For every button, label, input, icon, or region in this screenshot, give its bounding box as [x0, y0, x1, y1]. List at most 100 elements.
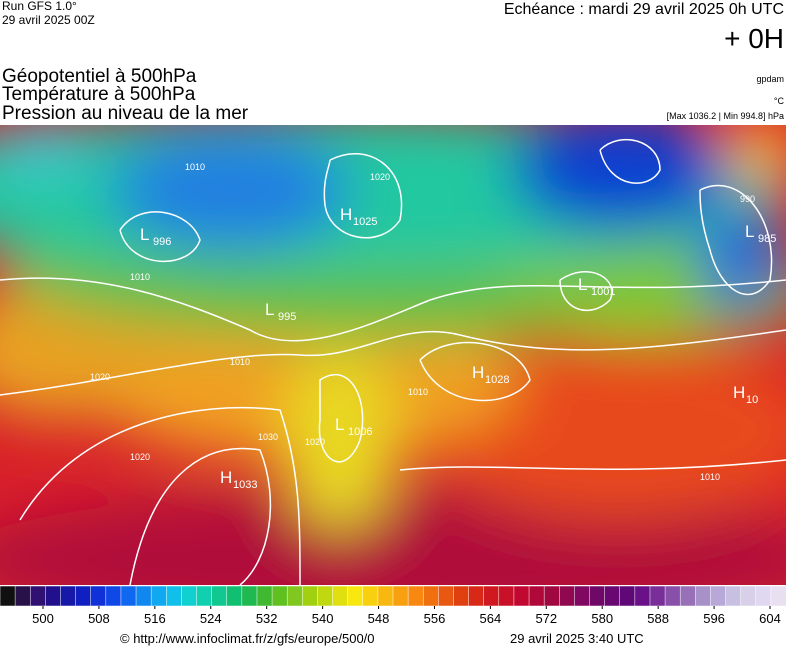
- pressure-center: H 1033: [220, 468, 257, 491]
- pressure-center: L 1006: [335, 415, 372, 438]
- colorbar-swatch: [362, 585, 379, 607]
- colorbar-label: 524: [200, 611, 222, 626]
- colorbar-label: 556: [424, 611, 446, 626]
- colorbar-swatch: [468, 585, 485, 607]
- isobar-label: 1010: [700, 472, 720, 482]
- colorbar-swatch: [740, 585, 757, 607]
- colorbar-swatch: [302, 585, 319, 607]
- colorbar-swatch: [377, 585, 394, 607]
- colorbar-label: 604: [759, 611, 781, 626]
- center-value: 1001: [591, 286, 615, 298]
- colorbar-swatch: [589, 585, 606, 607]
- isobar-label: 1020: [90, 372, 110, 382]
- colorbar-label: 588: [647, 611, 669, 626]
- colorbar-label: 572: [535, 611, 557, 626]
- center-value: 985: [758, 233, 776, 245]
- colorbar-swatch: [90, 585, 107, 607]
- colorbar-swatch: [407, 585, 424, 607]
- colorbar-swatch: [438, 585, 455, 607]
- center-kind: H: [220, 468, 232, 487]
- isobar-label: 990: [740, 194, 755, 204]
- colorbar-swatch: [664, 585, 681, 607]
- title: Pression au niveau de la mer: [2, 103, 249, 124]
- colorbar-label: 540: [312, 611, 334, 626]
- colorbar-label: 516: [144, 611, 166, 626]
- colorbar-swatch: [317, 585, 334, 607]
- colorbar-swatch: [150, 585, 168, 607]
- colorbar-swatch: [286, 585, 304, 607]
- colorbar-swatch: [755, 585, 772, 607]
- colorbar-swatch: [574, 585, 591, 607]
- isobar-label: 1010: [408, 387, 428, 397]
- colorbar-swatch: [725, 585, 742, 607]
- colorbar-label: 508: [88, 611, 110, 626]
- isobar-label: 1020: [305, 437, 325, 447]
- colorbar-swatch: [29, 585, 47, 607]
- colorbar-swatch: [347, 585, 364, 607]
- colorbar-swatch: [604, 585, 621, 607]
- echeance: Echéance : mardi 29 avril 2025 0h UTC: [504, 1, 784, 18]
- colorbar-swatch: [14, 585, 31, 607]
- colorbar-swatch: [483, 585, 500, 607]
- isobar-label: 1010: [230, 357, 250, 367]
- colorbar-swatch: [649, 585, 666, 607]
- colorbar-swatch: [60, 585, 77, 607]
- run: Run GFS 1.0°: [2, 0, 77, 13]
- center-value: 1033: [233, 479, 257, 491]
- footer-date: 29 avril 2025 3:40 UTC: [510, 631, 644, 646]
- colorbar-label: 580: [591, 611, 613, 626]
- pressure-center: H 1028: [472, 363, 509, 386]
- center-kind: L: [745, 222, 754, 241]
- center-value: 1025: [353, 216, 377, 228]
- colorbar-swatch: [695, 585, 712, 607]
- title: Géopotentiel à 500hPa: [2, 66, 197, 87]
- colorbar-swatch: [513, 585, 530, 607]
- colorbar-swatch: [453, 585, 470, 607]
- colorbar-swatch: [528, 585, 545, 607]
- colorbar-label: 548: [368, 611, 390, 626]
- colorbar-swatch: [45, 585, 62, 607]
- colorbar-swatch: [392, 585, 409, 607]
- isobar-label: 1010: [185, 162, 205, 172]
- map-field: [0, 125, 786, 585]
- colorbar: 500 508 516 524 532 540 548 556 564 572 580 588 596 6…: [0, 585, 786, 626]
- isobar-label: 1020: [130, 452, 150, 462]
- unit: [Max 1036.2 | Min 994.8] hPa: [667, 111, 784, 121]
- center-value: 1006: [348, 426, 372, 438]
- center-kind: L: [578, 275, 587, 294]
- colorbar-swatch: [271, 585, 288, 607]
- colorbar-swatch: [120, 585, 137, 607]
- pressure-center: L 996: [140, 225, 171, 248]
- colorbar-label: 564: [480, 611, 502, 626]
- pressure-center: H 10: [733, 383, 758, 406]
- colorbar-swatch: [211, 585, 228, 607]
- unit: °C: [774, 96, 785, 106]
- center-value: 1028: [485, 374, 509, 386]
- center-value: 995: [278, 311, 296, 323]
- unit: gpdam: [756, 74, 784, 84]
- colorbar-swatch: [679, 585, 697, 607]
- colorbar-swatch: [241, 585, 258, 607]
- colorbar-swatch: [770, 585, 786, 607]
- offset: + 0H: [724, 23, 784, 54]
- colorbar-label: 596: [703, 611, 725, 626]
- pressure-center: L 1001: [578, 275, 615, 298]
- colorbar-swatch: [196, 585, 213, 607]
- pressure-center: L 985: [745, 222, 776, 245]
- colorbar-swatch: [256, 585, 273, 607]
- colorbar-swatch: [332, 585, 349, 607]
- colorbar-swatch: [422, 585, 440, 607]
- colorbar-swatch: [135, 585, 152, 607]
- center-kind: L: [140, 225, 149, 244]
- center-kind: L: [265, 300, 274, 319]
- center-kind: H: [733, 383, 745, 402]
- center-kind: H: [472, 363, 484, 382]
- colorbar-label: 532: [256, 611, 278, 626]
- colorbar-swatch: [166, 585, 183, 607]
- colorbar-swatch: [543, 585, 561, 607]
- center-value: 10: [746, 394, 758, 406]
- colorbar-swatch: [181, 585, 198, 607]
- isobar-label: 1020: [370, 172, 390, 182]
- isobar-label: 1010: [130, 272, 150, 282]
